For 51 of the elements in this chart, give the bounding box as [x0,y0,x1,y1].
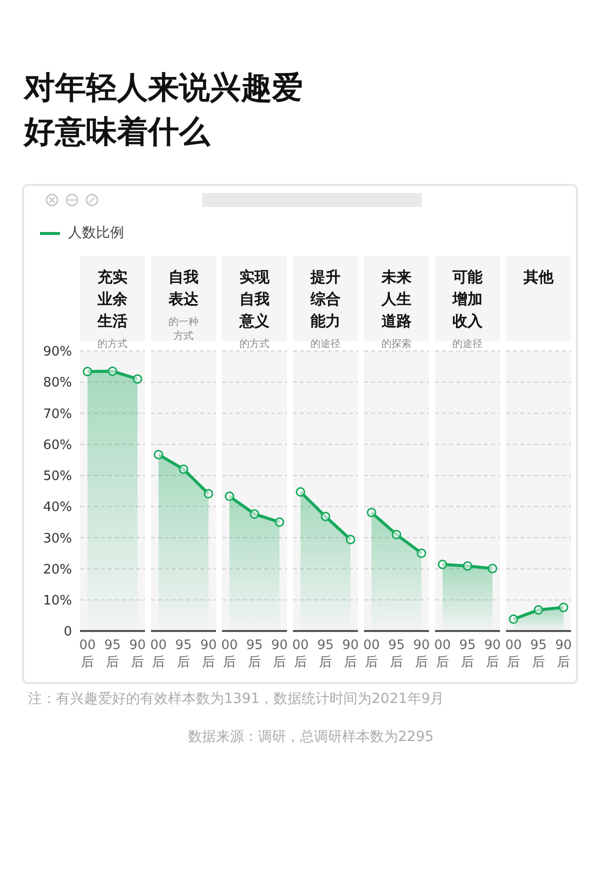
point [82,366,92,376]
chart-subtitle: 的途径 [310,338,342,352]
y-tick-label: 0 [64,624,72,640]
x-tick-label: 95后 [317,638,334,670]
x-tick-label: 95后 [388,638,405,670]
x-tick-label: 95后 [246,638,263,670]
y-tick-label: 70% [43,406,72,422]
y-tick-label: 30% [43,531,72,546]
x-tick-label: 00后 [221,638,238,670]
y-tick-label: 90% [43,344,72,360]
chart-subtitle: 的探索 [380,338,412,352]
chart-title: 实现自我意义 [238,267,270,332]
x-tick-label: 90后 [200,638,217,670]
chart-subtitle: 的方式 [238,338,270,352]
chart-title: 可能增加收入 [451,267,484,332]
chart-subtitle: 的途径 [452,338,484,352]
x-tick-label: 90后 [342,638,359,670]
x-tick-label: 00后 [363,638,380,670]
x-tick-label: 90后 [555,638,572,670]
x-tick-label: 95后 [530,638,547,670]
chart-title: 充实业余生活 [96,267,128,332]
x-tick-label: 90后 [271,638,288,670]
chart-title: 自我表达 [168,267,200,310]
x-tick-label: 00后 [434,638,451,670]
y-tick-label: 40% [43,500,72,516]
y-tick-label: 10% [43,594,72,609]
text: 注：有兴趣爱好的有效样本数为1391，数据统计时间为2021年9月 [27,690,446,709]
x-tick-label: 95后 [459,638,476,670]
source-note: 数据来源：调研，总调研样本数为2295 [187,728,435,747]
chart-title: 提升综合能力 [309,267,342,332]
chart-subtitle: 的方式 [96,338,128,352]
x-tick-label: 90后 [129,638,146,670]
x-tick-label: 90后 [413,638,430,670]
y-tick-label: 20% [43,562,72,578]
chart-title: 其他 [522,267,554,288]
x-tick-label: 95后 [104,638,121,670]
x-tick-label: 00后 [505,638,522,670]
y-tick-label: 60% [43,438,72,453]
x-tick-label: 90后 [484,638,501,670]
chart-title: 未来人生道路 [380,267,412,332]
y-tick-label: 50% [43,469,72,484]
x-tick-label: 00后 [292,638,309,670]
point [132,374,142,384]
x-tick-label: 00后 [150,638,167,670]
legend-label: 人数比例 [68,224,124,242]
text: 对年轻人来说兴趣爱好意味着什么 [24,70,303,150]
y-tick-label: 80% [43,376,72,391]
x-tick-label: 00后 [79,638,96,670]
chart-subtitle: 的一种方式 [168,316,200,344]
point [108,366,118,376]
x-tick-label: 95后 [175,638,192,670]
